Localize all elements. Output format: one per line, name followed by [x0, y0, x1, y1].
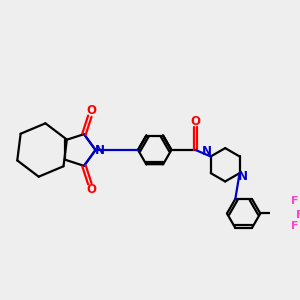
Text: O: O	[87, 183, 97, 196]
Text: F: F	[291, 221, 298, 231]
Text: F: F	[296, 210, 300, 220]
Text: N: N	[202, 146, 212, 158]
Text: N: N	[238, 170, 248, 183]
Text: O: O	[87, 104, 97, 117]
Text: O: O	[190, 115, 201, 128]
Text: N: N	[95, 143, 105, 157]
Text: F: F	[291, 196, 298, 206]
